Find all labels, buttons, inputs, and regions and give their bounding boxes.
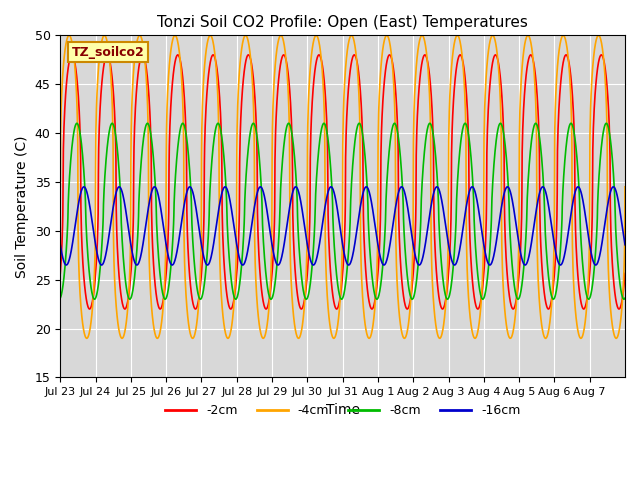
-16cm: [56, 242, 64, 248]
-16cm: [204, 262, 211, 268]
-8cm: [605, 129, 613, 134]
-8cm: [497, 120, 504, 126]
-2cm: [332, 304, 339, 310]
-4cm: [316, 47, 324, 52]
-4cm: [605, 280, 612, 286]
Title: Tonzi Soil CO2 Profile: Open (East) Temperatures: Tonzi Soil CO2 Profile: Open (East) Temp…: [157, 15, 528, 30]
-2cm: [621, 271, 629, 276]
-16cm: [605, 194, 613, 200]
-16cm: [316, 237, 324, 242]
-2cm: [605, 114, 612, 120]
-4cm: [621, 184, 629, 190]
-4cm: [605, 286, 613, 291]
-4cm: [502, 315, 509, 321]
Text: TZ_soilco2: TZ_soilco2: [72, 46, 145, 59]
-8cm: [85, 268, 93, 274]
-8cm: [316, 134, 324, 140]
-2cm: [502, 242, 509, 248]
Line: -16cm: -16cm: [60, 187, 625, 265]
-16cm: [605, 196, 612, 202]
Y-axis label: Soil Temperature (C): Soil Temperature (C): [15, 135, 29, 277]
X-axis label: Time: Time: [326, 403, 360, 417]
-16cm: [502, 186, 509, 192]
-16cm: [85, 199, 93, 205]
Legend: -2cm, -4cm, -8cm, -16cm: -2cm, -4cm, -8cm, -16cm: [160, 399, 525, 422]
-16cm: [332, 194, 339, 200]
Line: -2cm: -2cm: [60, 55, 625, 309]
-2cm: [85, 306, 93, 312]
-16cm: [621, 242, 629, 248]
-2cm: [605, 121, 613, 127]
Line: -4cm: -4cm: [60, 36, 625, 338]
-8cm: [605, 127, 612, 133]
-8cm: [332, 256, 339, 262]
-4cm: [207, 33, 214, 38]
-2cm: [474, 306, 482, 312]
-2cm: [209, 52, 217, 58]
-8cm: [196, 296, 204, 302]
-4cm: [56, 184, 64, 190]
-4cm: [85, 331, 93, 336]
-2cm: [56, 271, 64, 276]
Line: -8cm: -8cm: [60, 123, 625, 299]
-4cm: [332, 334, 339, 340]
-8cm: [502, 146, 509, 152]
-8cm: [621, 295, 629, 301]
-16cm: [468, 184, 476, 190]
-8cm: [56, 295, 64, 301]
-4cm: [471, 336, 479, 341]
-2cm: [316, 53, 324, 59]
